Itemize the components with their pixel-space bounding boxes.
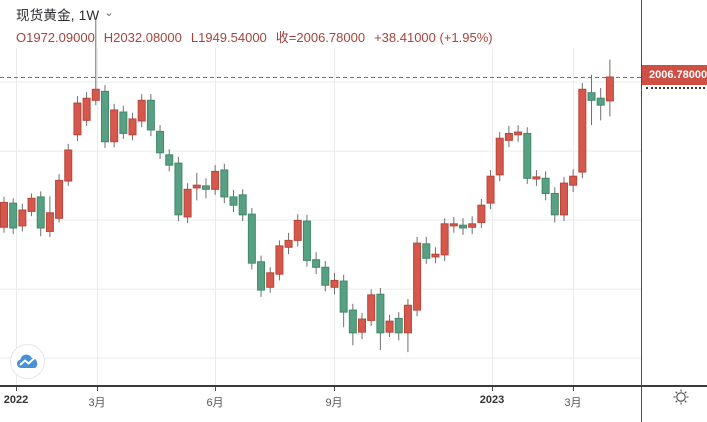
candle[interactable] [201,178,210,199]
ohlc-row: O1972.09000 H2032.08000 L1949.54000 收=2006.… [16,27,502,46]
ohlc-low: L1949.54000 [190,30,267,45]
candle[interactable] [302,214,311,267]
candle[interactable] [9,198,18,235]
symbol-title[interactable]: 现货黄金, 1W [16,8,100,23]
candle[interactable] [459,218,467,235]
candle[interactable] [449,216,458,233]
candle[interactable] [477,198,486,228]
candle[interactable] [578,83,587,179]
candle[interactable] [358,312,367,340]
x-axis-label: 3月 [564,397,582,409]
current-price-label: 2006.78000 [642,65,707,85]
candle[interactable] [220,163,229,204]
gear-icon[interactable] [672,388,690,406]
candle[interactable] [440,218,449,262]
price-axis-separator[interactable] [641,0,642,422]
x-axis-tick [97,387,98,391]
candle[interactable] [174,156,183,222]
candle[interactable] [367,289,376,326]
candle[interactable] [394,312,403,341]
candle[interactable] [238,189,247,222]
candle[interactable] [339,274,348,328]
x-axis-tick [334,387,335,391]
candle[interactable] [266,267,275,293]
candle[interactable] [431,247,440,264]
candle[interactable] [0,196,8,233]
candle[interactable] [156,125,165,159]
candle[interactable] [27,193,36,217]
candle[interactable] [247,207,256,270]
candle[interactable] [468,216,477,235]
candle[interactable] [73,96,82,142]
ohlc-open: O1972.09000 [16,30,95,45]
candle[interactable] [229,190,238,213]
candle[interactable] [119,105,128,139]
candle[interactable] [137,94,146,128]
ohlc-close: 收=2006.78000 [275,30,366,45]
candle[interactable] [385,314,394,337]
ohlc-high: H2032.08000 [103,30,182,45]
candle[interactable] [36,191,45,237]
candle[interactable] [192,172,201,201]
candle[interactable] [82,92,91,126]
candle[interactable] [532,169,541,186]
candle[interactable] [45,196,54,237]
candle[interactable] [257,255,266,297]
time-axis[interactable]: 2022 3月 6月 9月 2023 3月 [0,385,707,422]
candle[interactable] [110,103,119,148]
candle[interactable] [559,176,568,222]
candle[interactable] [275,240,284,281]
x-axis-tick [215,387,216,391]
candle[interactable] [18,203,27,232]
candle[interactable] [128,112,137,141]
ohlc-change: +38.41000 (+1.95%) [374,30,493,45]
candle[interactable] [321,261,330,292]
candle[interactable] [376,287,385,351]
candle[interactable] [284,232,293,255]
candle[interactable] [312,252,321,275]
x-axis-label: 9月 [325,397,343,409]
x-axis-tick [16,387,17,391]
price-axis[interactable]: 2006.78000 [642,0,707,385]
candle[interactable] [587,74,596,126]
chevron-down-icon[interactable]: ⌄ [104,6,114,19]
chart-header: 现货黄金, 1W ⌄ O1972.09000 H2032.08000 L1949.5… [16,5,502,46]
candle[interactable] [91,20,100,106]
x-axis-label: 2022 [3,394,29,406]
candle[interactable] [486,169,495,210]
candle[interactable] [165,149,174,172]
candle[interactable] [146,94,155,137]
candle[interactable] [550,187,559,223]
candle[interactable] [64,143,73,186]
cloud-chart-logo-icon[interactable] [10,344,45,379]
secondary-price-line [646,87,705,89]
candle[interactable] [100,85,109,148]
x-axis-label: 3月 [88,397,106,409]
candle[interactable] [403,299,412,353]
candle[interactable] [541,171,550,201]
x-axis-tick [492,387,493,391]
candle[interactable] [211,165,220,195]
candlestick-plot[interactable] [0,0,642,385]
candle[interactable] [596,87,605,121]
logo-cloud [16,354,38,368]
candle[interactable] [523,127,532,184]
candle[interactable] [413,236,422,317]
candle[interactable] [569,169,578,193]
candle[interactable] [348,303,357,346]
candle[interactable] [183,183,192,224]
candle[interactable] [495,132,504,182]
candle[interactable] [55,174,64,223]
x-axis-tick [573,387,574,391]
candle[interactable] [293,214,302,247]
x-axis-label: 6月 [206,397,224,409]
candle[interactable] [605,59,614,117]
candle[interactable] [330,272,339,295]
candle[interactable] [514,125,523,142]
candle[interactable] [504,125,513,148]
x-axis-label: 2023 [479,394,505,406]
candle[interactable] [422,236,431,264]
